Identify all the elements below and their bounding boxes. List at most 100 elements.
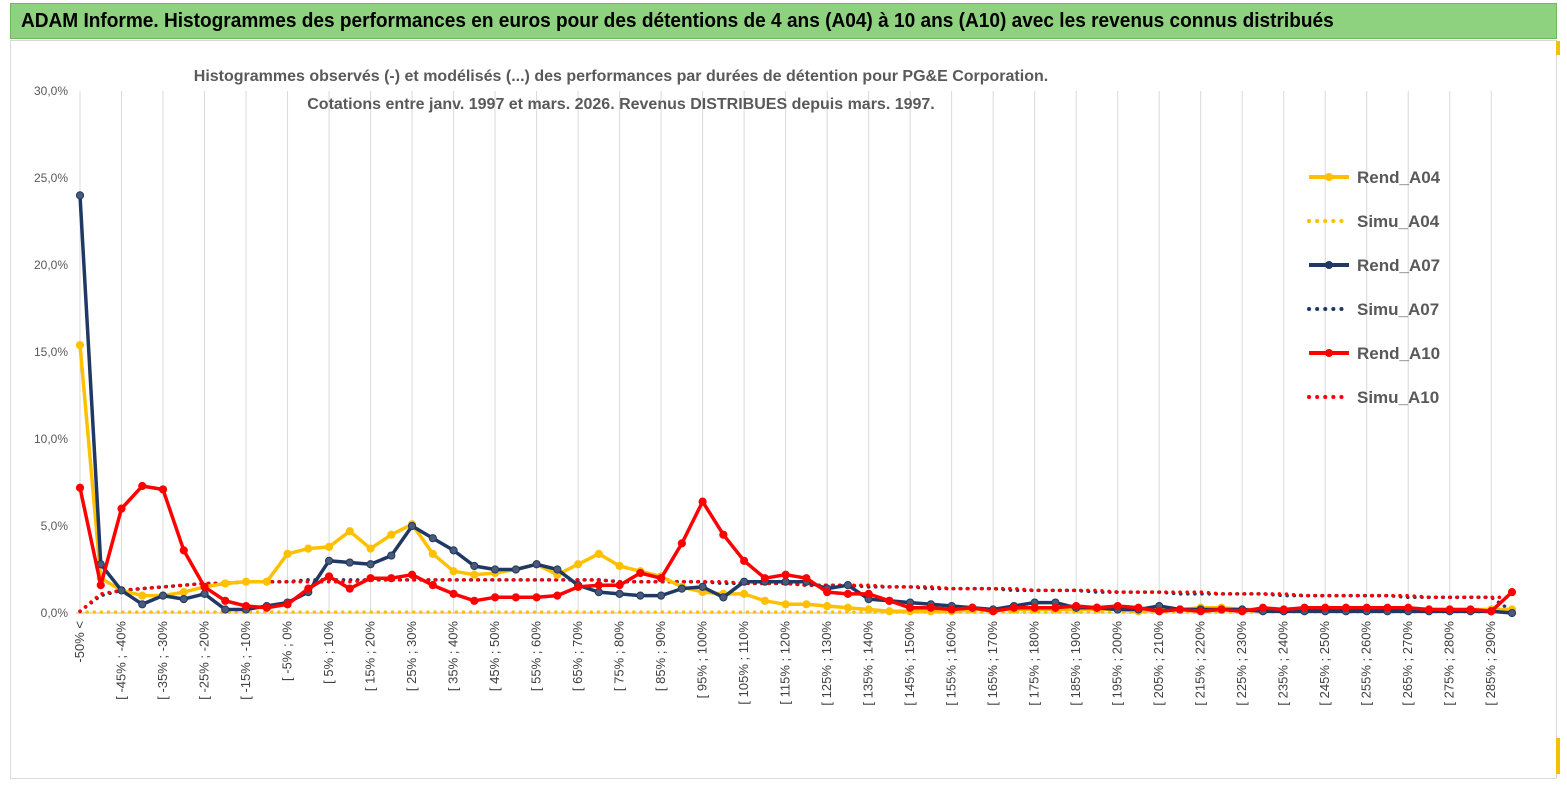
series-line-rend-a04	[78, 343, 1514, 614]
data-point	[553, 565, 562, 574]
legend-entry-rend-a10[interactable]: Rend_A10	[1309, 344, 1440, 363]
y-tick-label: 20,0%	[34, 258, 68, 272]
data-point	[885, 607, 894, 616]
legend-label: Rend_A04	[1357, 168, 1441, 187]
data-point	[449, 546, 458, 555]
x-tick-label: [ 125% ; 130%	[819, 621, 834, 706]
legend-entry-simu-a04[interactable]: Simu_A04	[1307, 212, 1440, 231]
data-point	[573, 560, 583, 569]
data-point	[636, 591, 645, 600]
data-point	[1424, 605, 1434, 614]
data-point	[262, 603, 271, 612]
data-point	[407, 521, 417, 531]
data-point	[428, 534, 437, 543]
legend-label: Simu_A10	[1357, 388, 1439, 407]
data-point	[1445, 605, 1454, 614]
x-tick-label: [ -25% ; -20%	[197, 621, 212, 700]
data-point	[677, 539, 686, 548]
data-point	[117, 504, 126, 513]
data-point	[387, 574, 396, 583]
data-point	[1238, 607, 1247, 616]
data-point	[1383, 603, 1392, 612]
data-point	[1404, 603, 1413, 612]
data-point	[283, 549, 292, 558]
data-point	[823, 601, 832, 611]
x-tick-label: [ 185% ; 190%	[1068, 621, 1083, 706]
series-line-simu-a10	[78, 578, 1514, 614]
data-point	[843, 581, 852, 590]
y-tick-label: 30,0%	[34, 84, 68, 98]
x-tick-label: [ 55% ; 60%	[529, 621, 544, 692]
data-point	[345, 584, 354, 593]
legend-entry-rend-a07[interactable]: Rend_A07	[1309, 256, 1440, 275]
y-tick-label: 5,0%	[41, 519, 69, 533]
data-point	[1196, 607, 1205, 616]
data-point	[428, 581, 437, 590]
x-axis: -50% < [ -45% ; -40% [ -35% ; -30% [ -25% ;…	[72, 621, 1498, 706]
data-point	[96, 581, 105, 590]
data-point	[470, 596, 479, 605]
data-point	[615, 581, 624, 590]
data-point	[1300, 603, 1309, 612]
legend-label: Rend_A07	[1357, 256, 1440, 275]
scrollbar-handle-right[interactable]	[1556, 41, 1560, 55]
data-point	[324, 572, 334, 581]
x-tick-label: [ 175% ; 180%	[1027, 621, 1042, 706]
y-tick-label: 25,0%	[34, 171, 68, 185]
x-tick-label: [ 95% ; 100%	[695, 621, 710, 699]
data-point	[719, 530, 728, 539]
data-point	[366, 560, 375, 569]
data-point	[926, 603, 935, 612]
data-point	[1092, 603, 1102, 612]
data-point	[179, 546, 188, 555]
data-point	[740, 577, 749, 586]
data-point	[1134, 603, 1143, 612]
plot-series	[75, 191, 1517, 618]
data-point	[324, 556, 334, 565]
x-tick-label: [ 275% ; 280%	[1442, 621, 1457, 706]
legend-label: Rend_A10	[1357, 344, 1440, 363]
x-tick-label: [ 285% ; 290%	[1483, 621, 1498, 706]
data-point	[947, 605, 956, 614]
x-tick-label: [ 245% ; 250%	[1317, 621, 1332, 706]
data-point	[221, 579, 230, 588]
data-point	[221, 605, 230, 614]
data-point	[532, 560, 541, 569]
data-point	[1258, 603, 1268, 612]
chart-title: Histogrammes observés (-) et modélisés (…	[194, 68, 1048, 113]
chart-title-line-2: Cotations entre janv. 1997 et mars. 2026…	[307, 96, 935, 113]
data-point	[449, 589, 458, 598]
legend-marker	[1325, 261, 1333, 269]
data-point	[1217, 605, 1226, 614]
x-tick-label: [ 165% ; 170%	[985, 621, 1000, 706]
x-tick-label: [ 225% ; 230%	[1234, 621, 1249, 706]
legend-entry-rend-a04[interactable]: Rend_A04	[1309, 168, 1441, 187]
legend-entry-simu-a07[interactable]: Simu_A07	[1307, 300, 1439, 319]
x-tick-label: [ 35% ; 40%	[446, 621, 461, 692]
report-title: ADAM Informe. Histogrammes des performan…	[21, 9, 1334, 32]
data-point	[407, 570, 417, 579]
data-point	[1030, 603, 1039, 612]
data-point	[1072, 601, 1081, 611]
data-point	[1341, 603, 1351, 612]
data-point	[241, 601, 251, 611]
data-point	[158, 591, 168, 600]
data-point	[573, 582, 583, 592]
data-point	[366, 574, 375, 583]
data-point	[760, 596, 769, 605]
scrollbar-handle-bottom-right[interactable]	[1556, 738, 1560, 774]
data-point	[532, 593, 541, 602]
data-point	[428, 549, 437, 558]
data-point	[1009, 603, 1019, 612]
x-tick-label: [ 235% ; 240%	[1276, 621, 1291, 706]
data-point	[823, 588, 832, 597]
report-header: ADAM Informe. Histogrammes des performan…	[10, 3, 1557, 39]
data-point	[449, 567, 458, 576]
data-point	[324, 542, 334, 551]
data-point	[615, 561, 624, 571]
data-point	[698, 497, 707, 506]
data-point	[657, 591, 666, 600]
legend-entry-simu-a10[interactable]: Simu_A10	[1307, 388, 1439, 407]
data-point	[1487, 607, 1496, 616]
data-point	[760, 574, 769, 583]
